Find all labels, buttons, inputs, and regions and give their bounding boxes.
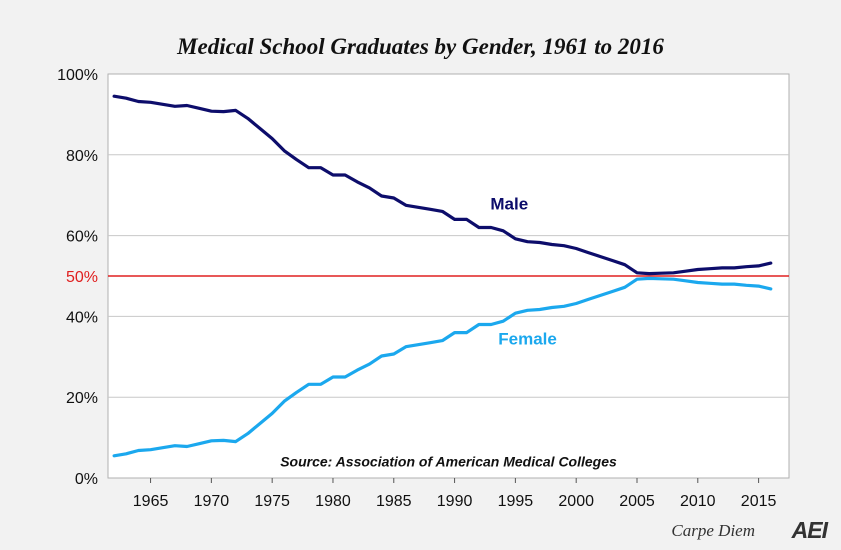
x-tick-label: 2005 [619,493,655,510]
reference-line-label: 50% [66,269,98,286]
y-tick-label: 0% [75,471,98,488]
x-tick-label: 2000 [558,493,594,510]
x-tick-label: 2015 [741,493,777,510]
series-label-female: Female [498,330,557,349]
x-tick-label: 1980 [315,493,351,510]
y-tick-label: 40% [66,309,98,326]
x-tick-label: 1965 [133,493,169,510]
blog-name: Carpe Diem [671,521,755,540]
aei-logo: AEI [791,517,828,543]
chart-title: Medical School Graduates by Gender, 1961… [177,34,664,59]
x-tick-label: 2010 [680,493,716,510]
x-tick-label: 1995 [498,493,534,510]
series-label-male: Male [490,194,528,213]
x-tick-label: 1975 [254,493,290,510]
series-line-male [112,94,773,276]
x-tick-label: 1985 [376,493,412,510]
y-tick-label: 100% [57,67,98,84]
y-tick-label: 60% [66,229,98,246]
series-line-female [112,276,773,458]
y-tick-label: 20% [66,390,98,407]
y-tick-label: 80% [66,148,98,165]
x-tick-label: 1990 [437,493,473,510]
x-tick-label: 1970 [194,493,230,510]
source-note: Source: Association of American Medical … [280,454,617,470]
